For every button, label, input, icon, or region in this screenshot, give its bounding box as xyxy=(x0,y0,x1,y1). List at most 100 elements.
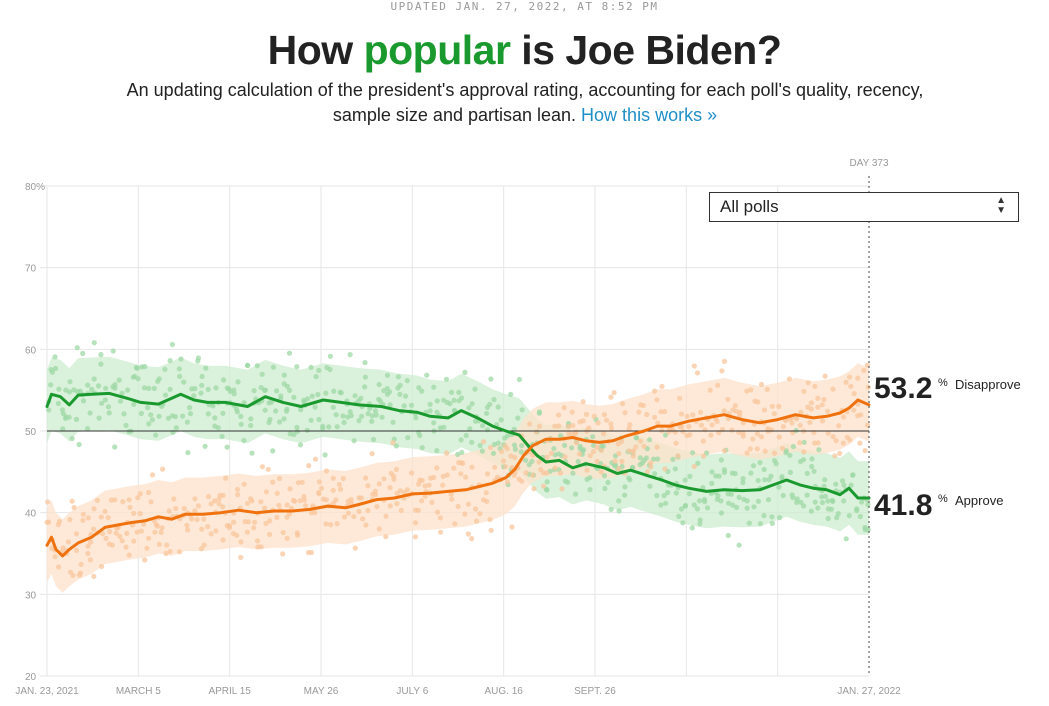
poll-dot xyxy=(267,531,273,538)
poll-dot xyxy=(437,515,443,521)
poll-dot xyxy=(854,506,860,512)
poll-dot xyxy=(131,510,137,516)
poll-dot xyxy=(676,513,682,519)
poll-dot xyxy=(809,463,815,470)
poll-dot xyxy=(315,391,321,398)
poll-dot xyxy=(474,518,480,524)
poll-dot xyxy=(276,475,283,482)
poll-dot xyxy=(231,391,237,397)
poll-dot xyxy=(205,524,211,530)
poll-dot xyxy=(836,423,842,429)
poll-dot xyxy=(374,504,380,510)
title-suffix: is Joe Biden? xyxy=(510,27,782,73)
poll-dot xyxy=(112,497,118,503)
poll-dot xyxy=(626,448,632,454)
poll-dot xyxy=(559,486,565,492)
poll-dot xyxy=(519,407,525,413)
poll-dot xyxy=(835,511,841,517)
poll-dot xyxy=(819,494,825,500)
disapprove-line xyxy=(45,398,871,558)
poll-dot xyxy=(126,552,132,558)
poll-dot xyxy=(427,401,433,407)
poll-dot xyxy=(459,449,465,455)
poll-dot xyxy=(627,477,633,483)
poll-dot xyxy=(477,442,483,449)
poll-dot xyxy=(404,378,410,384)
poll-dot xyxy=(351,513,357,520)
poll-dot xyxy=(85,382,91,388)
poll-dot xyxy=(277,419,283,425)
poll-dot xyxy=(627,422,633,428)
poll-dot xyxy=(167,358,173,364)
poll-dot xyxy=(276,502,282,508)
poll-dot xyxy=(295,480,301,486)
poll-dot xyxy=(365,507,371,514)
poll-dot xyxy=(691,363,697,369)
poll-dot xyxy=(652,388,658,394)
poll-dot xyxy=(137,511,143,517)
poll-dot xyxy=(84,426,91,432)
poll-dot xyxy=(673,440,679,446)
poll-dot xyxy=(783,450,789,456)
poll-dot xyxy=(351,438,357,444)
poll-filter-select[interactable]: All polls ▲ ▼ xyxy=(709,192,1019,222)
x-tick-label: AUG. 16 xyxy=(484,686,523,697)
poll-dot xyxy=(519,478,525,484)
poll-dot xyxy=(691,502,697,508)
poll-dot xyxy=(313,374,319,380)
poll-dot xyxy=(270,479,276,485)
x-tick-label: APRIL 15 xyxy=(208,686,251,697)
poll-dot xyxy=(233,406,239,412)
poll-dot xyxy=(80,517,86,523)
poll-dot xyxy=(348,413,354,419)
poll-dot xyxy=(652,471,658,477)
poll-dot xyxy=(303,503,309,509)
poll-dot xyxy=(473,506,479,512)
poll-dot xyxy=(700,438,706,444)
poll-dot xyxy=(469,464,475,470)
poll-dot xyxy=(91,340,97,346)
poll-dot xyxy=(444,472,450,478)
poll-dot xyxy=(146,421,152,427)
poll-dot xyxy=(841,498,847,504)
poll-dot xyxy=(680,520,686,526)
poll-dot xyxy=(466,405,472,411)
poll-dot xyxy=(254,538,261,544)
poll-dot xyxy=(77,570,83,576)
poll-dot xyxy=(56,564,62,570)
how-this-works-link[interactable]: How this works » xyxy=(581,105,718,125)
poll-dot xyxy=(780,492,786,499)
poll-dot xyxy=(323,468,330,474)
poll-dot xyxy=(105,404,112,410)
poll-dot xyxy=(830,386,836,392)
poll-dot xyxy=(356,418,362,424)
poll-dot xyxy=(362,384,368,390)
poll-dot xyxy=(274,514,280,520)
y-tick-label: 50 xyxy=(25,427,37,438)
poll-dot xyxy=(801,503,807,509)
poll-dot xyxy=(808,400,815,406)
poll-dot xyxy=(306,463,312,469)
poll-dot xyxy=(701,453,707,459)
poll-dot xyxy=(294,424,300,430)
poll-dot xyxy=(654,444,660,450)
poll-dot xyxy=(601,431,607,437)
poll-dot xyxy=(755,498,762,504)
poll-dot xyxy=(413,415,419,421)
poll-dot xyxy=(110,348,116,354)
poll-dot xyxy=(708,432,714,438)
poll-dot xyxy=(816,447,822,453)
poll-dot xyxy=(680,429,686,435)
poll-dot xyxy=(654,492,660,499)
poll-dot xyxy=(857,440,863,446)
poll-dot xyxy=(46,407,52,413)
poll-dot xyxy=(280,551,286,557)
poll-dot xyxy=(142,363,148,370)
poll-dot xyxy=(640,402,646,409)
poll-dot xyxy=(523,457,529,463)
poll-dot xyxy=(465,501,471,507)
poll-dot xyxy=(141,521,147,527)
poll-dot xyxy=(304,427,310,433)
poll-dot xyxy=(700,485,706,491)
poll-dot xyxy=(419,445,425,451)
